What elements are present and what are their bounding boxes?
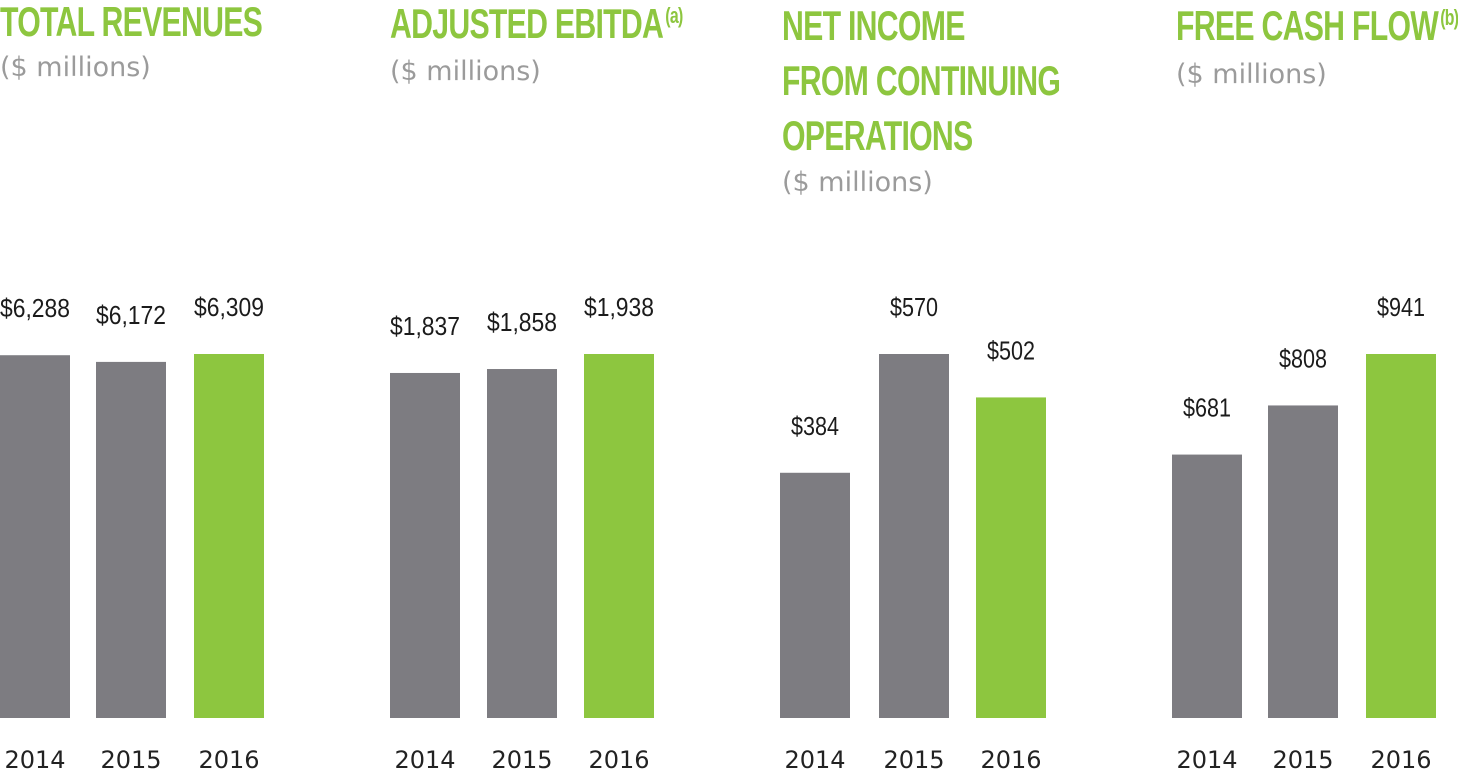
chart-title-text: FREE CASH FLOW — [1176, 2, 1439, 49]
chart-adjusted-ebitda: ADJUSTED EBITDA(a) ($ millions) $1,837 20… — [390, 0, 710, 770]
data-label: $1,837 — [390, 311, 460, 341]
x-tick-label: 2014 — [784, 746, 845, 770]
bar-plot: $6,288 2014 $6,172 2015 $6,309 2016 — [0, 292, 264, 770]
chart-subtitle: ($ millions) — [390, 56, 541, 87]
chart-title-line: OPERATIONS — [782, 112, 973, 159]
x-tick-label: 2014 — [1176, 746, 1237, 770]
x-tick-label: 2015 — [1272, 746, 1333, 770]
bar-2015 — [487, 369, 557, 718]
x-tick-label: 2016 — [198, 746, 259, 770]
data-label: $384 — [791, 411, 839, 441]
bar-2015 — [1268, 405, 1338, 718]
x-tick-label: 2015 — [491, 746, 552, 770]
bar-2014 — [390, 372, 460, 718]
x-tick-label: 2014 — [394, 746, 455, 770]
x-tick-label: 2015 — [883, 746, 944, 770]
bar-2015 — [96, 361, 166, 718]
footnote-marker: (b) — [1440, 5, 1458, 30]
chart-net-income: NET INCOME FROM CONTINUING OPERATIONS ($… — [780, 0, 1102, 770]
bar-plot: $681 2014 $808 2015 $941 2016 — [1172, 292, 1436, 770]
bar-2016 — [1366, 354, 1436, 718]
data-label: $570 — [890, 292, 938, 322]
bar-plot: $1,837 2014 $1,858 2015 $1,938 2016 — [390, 292, 654, 770]
data-label: $6,309 — [194, 292, 264, 322]
chart-free-cash-flow: FREE CASH FLOW(b) ($ millions) $681 2014 $… — [1172, 0, 1458, 770]
chart-total-revenues: TOTAL REVENUES ($ millions) $6,288 2014 $6… — [0, 0, 300, 770]
chart-title-line: NET INCOME — [782, 2, 965, 49]
chart-title-text: ADJUSTED EBITDA — [390, 0, 664, 47]
footnote-marker: (a) — [665, 3, 683, 28]
chart-title: ADJUSTED EBITDA(a) — [390, 0, 683, 51]
x-tick-label: 2014 — [4, 746, 65, 770]
bar-2016 — [584, 354, 654, 718]
chart-title-line: FREE CASH FLOW(b) — [1176, 0, 1458, 53]
chart-title-line: ADJUSTED EBITDA(a) — [390, 0, 683, 51]
chart-title: FREE CASH FLOW(b) — [1176, 0, 1458, 53]
chart-title-line: FROM CONTINUING — [782, 57, 1061, 104]
chart-title-line: TOTAL REVENUES — [0, 0, 263, 45]
data-label: $502 — [987, 335, 1035, 365]
bar-2014 — [780, 472, 850, 718]
bar-2015 — [879, 354, 949, 718]
bar-2016 — [976, 397, 1046, 718]
chart-title: TOTAL REVENUES — [0, 0, 263, 49]
x-tick-label: 2016 — [1370, 746, 1431, 770]
chart-subtitle: ($ millions) — [1176, 59, 1327, 90]
chart-subtitle: ($ millions) — [0, 52, 151, 83]
data-label: $1,858 — [487, 307, 557, 337]
bar-2014 — [1172, 454, 1242, 718]
data-label: $941 — [1377, 292, 1425, 322]
x-tick-label: 2016 — [588, 746, 649, 770]
x-tick-label: 2015 — [100, 746, 161, 770]
bar-2016 — [194, 354, 264, 718]
chart-title: NET INCOME FROM CONTINUING OPERATIONS — [782, 0, 1061, 163]
bar-plot: $384 2014 $570 2015 $502 2016 — [780, 292, 1046, 770]
data-label: $681 — [1183, 393, 1231, 423]
data-label: $6,288 — [0, 293, 70, 323]
data-label: $808 — [1279, 343, 1327, 373]
x-tick-label: 2016 — [980, 746, 1041, 770]
bar-2014 — [0, 355, 70, 718]
chart-subtitle: ($ millions) — [782, 167, 933, 198]
data-label: $1,938 — [584, 292, 654, 322]
data-label: $6,172 — [96, 300, 166, 330]
